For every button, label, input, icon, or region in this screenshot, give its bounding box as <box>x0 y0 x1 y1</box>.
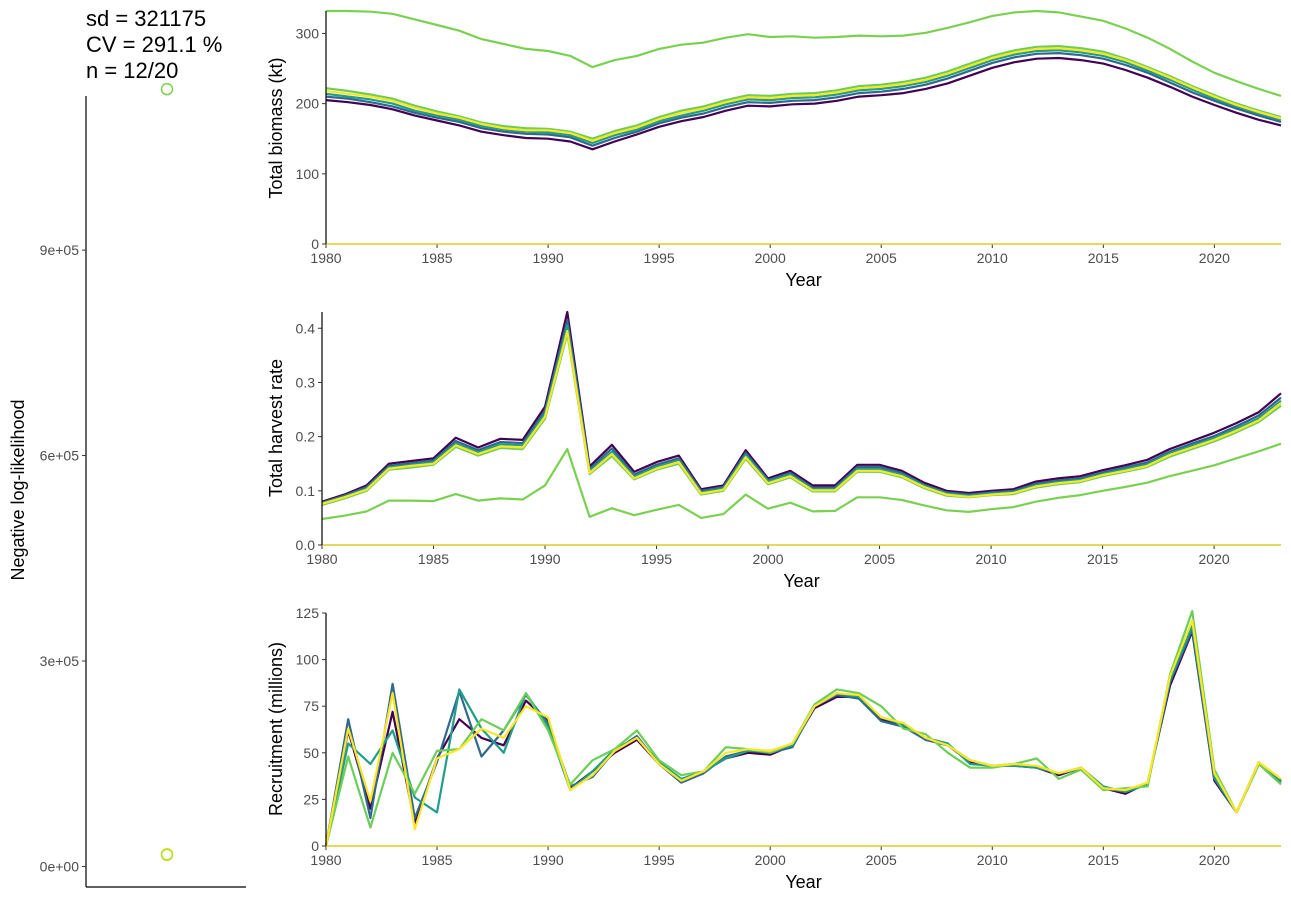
nll-point <box>160 82 174 96</box>
harvest-x-axis-label: Year <box>783 571 819 591</box>
harvest-x-tick-label: 1990 <box>529 551 560 567</box>
harvest-x-tick-label: 2010 <box>975 551 1006 567</box>
harvest-y-axis-label: Total harvest rate <box>266 359 286 497</box>
biomass-series-run-3 <box>325 49 1282 144</box>
biomass-series-run-4 <box>325 44 1282 140</box>
nll-y-tick-label: 6e+05 <box>40 448 80 464</box>
recruitment-x-tick-label: 1980 <box>310 852 341 868</box>
recruitment-y-tick-label: 0 <box>311 838 319 854</box>
biomass-x-tick-label: 2020 <box>1199 250 1230 266</box>
biomass-series-run-5 <box>325 47 1282 142</box>
harvest-x-tick-label: 2015 <box>1087 551 1118 567</box>
recruitment-series-run-2 <box>324 628 1282 847</box>
nll-y-tick-label: 3e+05 <box>40 653 80 669</box>
recruitment-y-tick-label: 50 <box>303 745 319 761</box>
recruitment-x-tick-label: 2020 <box>1199 852 1230 868</box>
harvest-series-run-2 <box>321 319 1282 504</box>
recruitment-series-run-5 <box>324 619 1282 847</box>
biomass-x-axis-label: Year <box>785 270 821 290</box>
recruitment-x-tick-label: 2000 <box>755 852 786 868</box>
harvest-x-tick-label: 1980 <box>306 551 337 567</box>
harvest-y-tick-label: 0.3 <box>296 374 316 390</box>
biomass-series-run-1 <box>325 56 1282 151</box>
biomass-x-tick-label: 1985 <box>421 250 452 266</box>
nll-y-tick-label: 0e+00 <box>40 858 80 874</box>
recruitment-y-tick-label: 25 <box>303 791 319 807</box>
harvest-y-tick-label: 0.1 <box>296 483 316 499</box>
recruitment-x-tick-label: 1995 <box>644 852 675 868</box>
nll-point <box>160 848 174 862</box>
biomass-x-tick-label: 2015 <box>1088 250 1119 266</box>
harvest-series-run-1 <box>321 310 1282 503</box>
recruitment-y-tick-label: 125 <box>296 605 320 621</box>
recruitment-x-tick-label: 1985 <box>421 852 452 868</box>
recruitment-y-tick-label: 75 <box>303 698 319 714</box>
biomass-x-tick-label: 2010 <box>977 250 1008 266</box>
harvest-y-tick-label: 0.2 <box>296 429 316 445</box>
nll-y-tick-label: 9e+05 <box>40 242 80 258</box>
harvest-y-tick-label: 0.4 <box>296 320 316 336</box>
biomass-x-tick-label: 1980 <box>310 250 341 266</box>
harvest-series-run-outlier <box>321 442 1282 521</box>
biomass-series-run-2 <box>325 51 1282 147</box>
harvest-x-tick-label: 2000 <box>752 551 783 567</box>
recruitment-x-tick-label: 1990 <box>533 852 564 868</box>
harvest-series-run-3 <box>321 324 1282 505</box>
biomass-y-tick-label: 200 <box>296 96 320 112</box>
biomass-series-run-outlier <box>326 9 1282 97</box>
stats-block: sd = 321175 CV = 291.1 % n = 12/20 <box>86 6 222 84</box>
biomass-y-tick-label: 0 <box>311 236 319 252</box>
harvest-y-tick-label: 0.0 <box>296 537 316 553</box>
biomass-y-tick-label: 300 <box>296 25 320 41</box>
cv-label: CV = 291.1 % <box>86 32 223 57</box>
harvest-x-tick-label: 2005 <box>864 551 895 567</box>
nll-y-axis-label: Negative log-likelihood <box>8 399 28 580</box>
harvest-series-run-5 <box>321 329 1282 505</box>
biomass-x-tick-label: 2005 <box>866 250 897 266</box>
biomass-x-tick-label: 1995 <box>644 250 675 266</box>
recruitment-x-tick-label: 2010 <box>977 852 1008 868</box>
recruitment-y-tick-label: 100 <box>296 652 320 668</box>
biomass-x-tick-label: 1990 <box>533 250 564 266</box>
sd-label: sd = 321175 <box>86 6 207 31</box>
harvest-x-tick-label: 2020 <box>1199 551 1230 567</box>
harvest-x-tick-label: 1995 <box>641 551 672 567</box>
recruitment-x-axis-label: Year <box>785 872 821 892</box>
biomass-y-tick-label: 100 <box>296 166 320 182</box>
n-label: n = 12/20 <box>86 58 179 83</box>
recruitment-x-tick-label: 2015 <box>1088 852 1119 868</box>
biomass-x-tick-label: 2000 <box>755 250 786 266</box>
harvest-x-tick-label: 1985 <box>418 551 449 567</box>
biomass-y-axis-label: Total biomass (kt) <box>266 57 286 198</box>
recruitment-y-axis-label: Recruitment (millions) <box>266 642 286 816</box>
recruitment-x-tick-label: 2005 <box>866 852 897 868</box>
